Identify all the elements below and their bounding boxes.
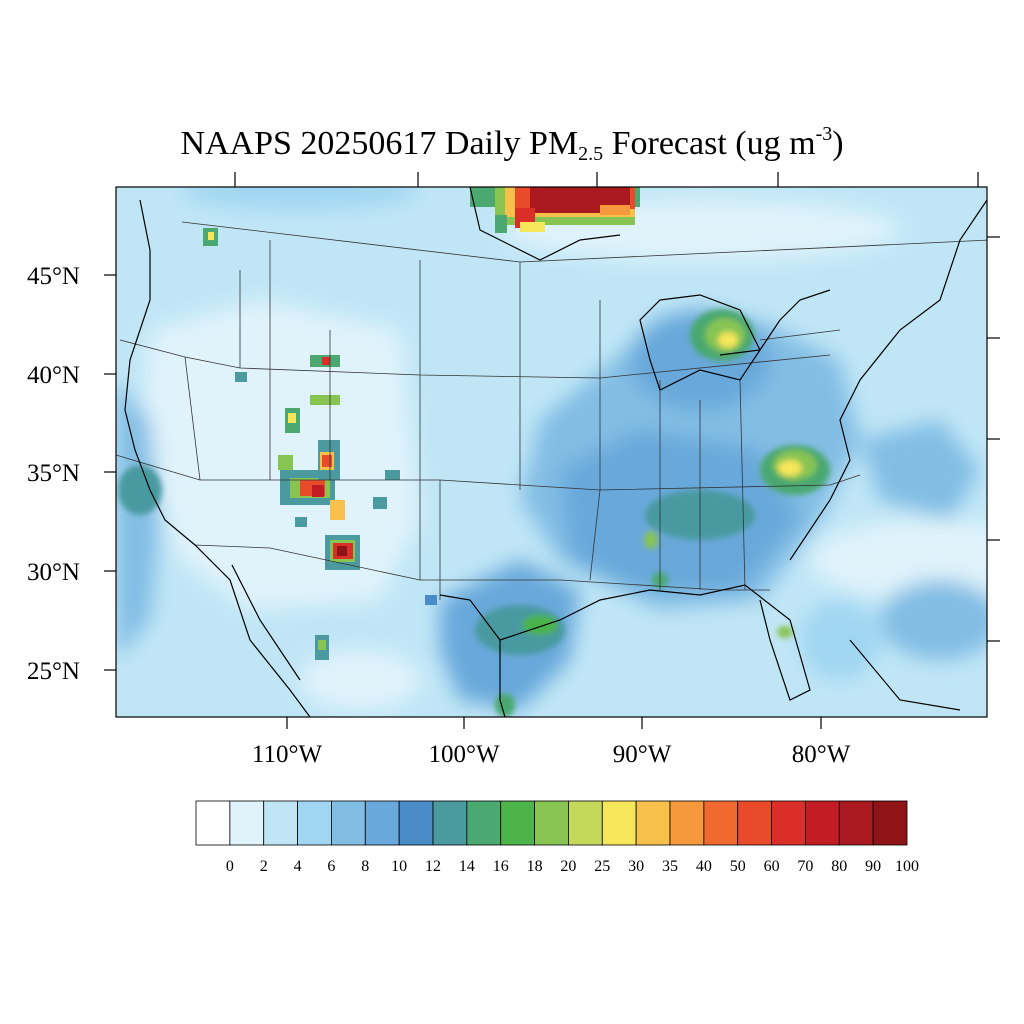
colorbar-label: 60 — [764, 858, 780, 875]
colorbar-label: 2 — [260, 858, 268, 875]
map-title: NAAPS 20250617 Daily PM2.5 Forecast (ug … — [0, 112, 1024, 176]
concentration-field — [116, 187, 987, 717]
colorbar-label: 10 — [391, 858, 407, 875]
title-subscript: 2.5 — [578, 143, 604, 165]
colorbar-swatch — [466, 800, 502, 846]
colorbar-label: 25 — [594, 858, 610, 875]
state-boundaries — [116, 221, 987, 600]
colorbar-label: 90 — [865, 858, 881, 875]
lon-label: 90°W — [613, 741, 672, 768]
title-suffix: ) — [832, 125, 844, 162]
longitude-labels: 110°W 100°W 90°W 80°W — [252, 741, 851, 768]
colorbar-label: 50 — [730, 858, 746, 875]
colorbar-label: 70 — [797, 858, 813, 875]
colorbar-label: 16 — [493, 858, 509, 875]
colorbar-swatch — [263, 800, 298, 846]
colorbar-swatch — [297, 800, 332, 846]
title-prefix: NAAPS 20250617 Daily PM — [180, 125, 579, 162]
lat-label: 35°N — [27, 460, 80, 487]
latitude-labels: 45°N 40°N 35°N 30°N 25°N — [27, 263, 80, 685]
colorbar-swatch — [805, 800, 840, 846]
lon-label: 110°W — [252, 741, 323, 768]
colorbar-swatch — [195, 800, 231, 846]
colorbar-swatch — [669, 800, 705, 846]
colorbar-label: 4 — [294, 858, 302, 875]
colorbar-label: 0 — [226, 858, 234, 875]
colorbar-label: 6 — [327, 858, 335, 875]
colorbar-swatch — [229, 800, 265, 846]
colorbar-swatch — [601, 800, 637, 846]
colorbar-label: 100 — [895, 858, 919, 875]
lat-label: 30°N — [27, 559, 80, 586]
tick-marks — [104, 172, 1000, 729]
colorbar-label: 35 — [662, 858, 678, 875]
colorbar-swatch — [500, 800, 535, 846]
colorbar: 0 2 4 6 8 10 12 14 16 18 20 25 30 35 40 50 60 70 80 90 100 — [195, 800, 919, 875]
title-middle: Forecast (ug m — [603, 125, 816, 162]
colorbar-label: 18 — [527, 858, 543, 875]
colorbar-swatch — [703, 800, 739, 846]
map-frame — [115, 186, 988, 718]
colorbar-label: 30 — [628, 858, 644, 875]
colorbar-label: 80 — [831, 858, 847, 875]
lat-label: 40°N — [27, 362, 80, 389]
colorbar-swatch — [635, 800, 671, 846]
colorbar-label: 20 — [560, 858, 576, 875]
colorbar-label: 12 — [425, 858, 441, 875]
title-superscript: -3 — [815, 123, 833, 145]
colorbar-swatch — [568, 800, 603, 846]
colorbar-swatch — [331, 800, 366, 846]
colorbar-swatch — [398, 800, 434, 846]
lon-label: 100°W — [428, 741, 499, 768]
colorbar-swatch — [838, 800, 874, 846]
colorbar-swatch — [737, 800, 772, 846]
lat-label: 45°N — [27, 263, 80, 290]
colorbar-swatch — [872, 800, 908, 846]
coastlines — [124, 187, 987, 717]
colorbar-label: 8 — [361, 858, 369, 875]
colorbar-swatch — [432, 800, 468, 846]
lon-label: 80°W — [792, 741, 851, 768]
colorbar-swatch — [364, 800, 400, 846]
colorbar-label: 14 — [459, 858, 475, 875]
lat-label: 25°N — [27, 658, 80, 685]
colorbar-label: 40 — [696, 858, 712, 875]
colorbar-swatch — [534, 800, 569, 846]
colorbar-swatch — [771, 800, 806, 846]
